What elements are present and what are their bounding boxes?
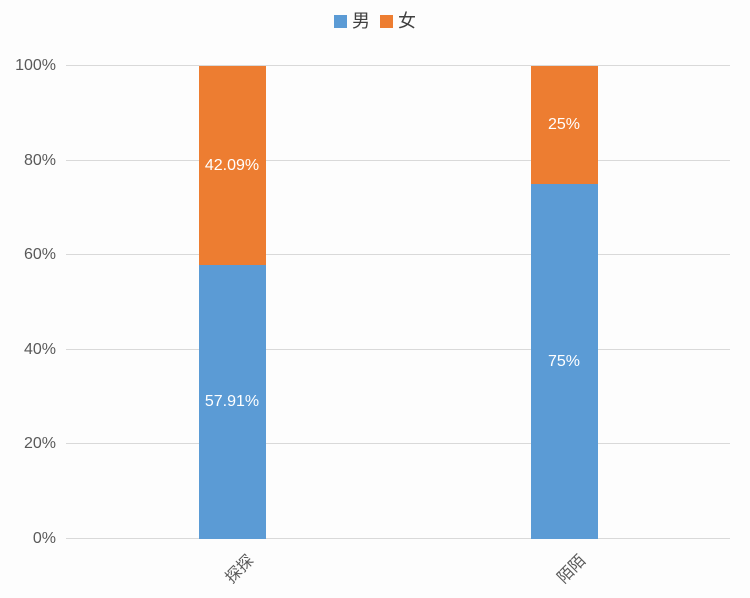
bar-segment-男: 57.91% [198,265,266,539]
data-label: 75% [547,352,581,370]
legend-item-female: 女 [380,12,416,30]
bar-segment-男: 75% [530,184,598,539]
female-series-swatch-icon [380,14,393,28]
x-axis-category-label: 探探 [222,552,258,587]
y-axis-tick-label: 80% [23,151,56,169]
gridline [66,538,730,539]
y-axis-tick-label: 0% [32,530,56,547]
male-series-swatch-icon [334,14,347,28]
chart-legend: 男 女 [0,12,750,30]
bar-segment-女: 25% [530,66,598,185]
stacked-bar-tantan: 42.09% 57.91% [198,66,266,539]
y-axis-tick-label: 100% [15,57,56,74]
legend-item-male: 男 [334,12,370,30]
data-label: 42.09% [204,156,260,174]
bar-segment-女: 42.09% [198,66,266,266]
y-axis-tick-label: 40% [23,340,56,358]
gridline [66,159,730,161]
x-axis-category-label: 陌陌 [554,552,590,587]
gridline [66,65,730,66]
y-axis-tick-label: 60% [23,246,56,264]
data-label: 57.91% [204,393,260,411]
legend-label-female: 女 [398,11,416,31]
gridline [66,443,730,445]
data-label: 25% [547,116,581,134]
stacked-bar-momo: 25% 75% [530,66,598,539]
legend-label-male: 男 [352,11,370,31]
gridline [66,348,730,350]
y-axis-tick-label: 20% [23,435,56,453]
gridline [66,254,730,256]
plot-area: 42.09% 57.91% 25% 75% [66,65,730,539]
